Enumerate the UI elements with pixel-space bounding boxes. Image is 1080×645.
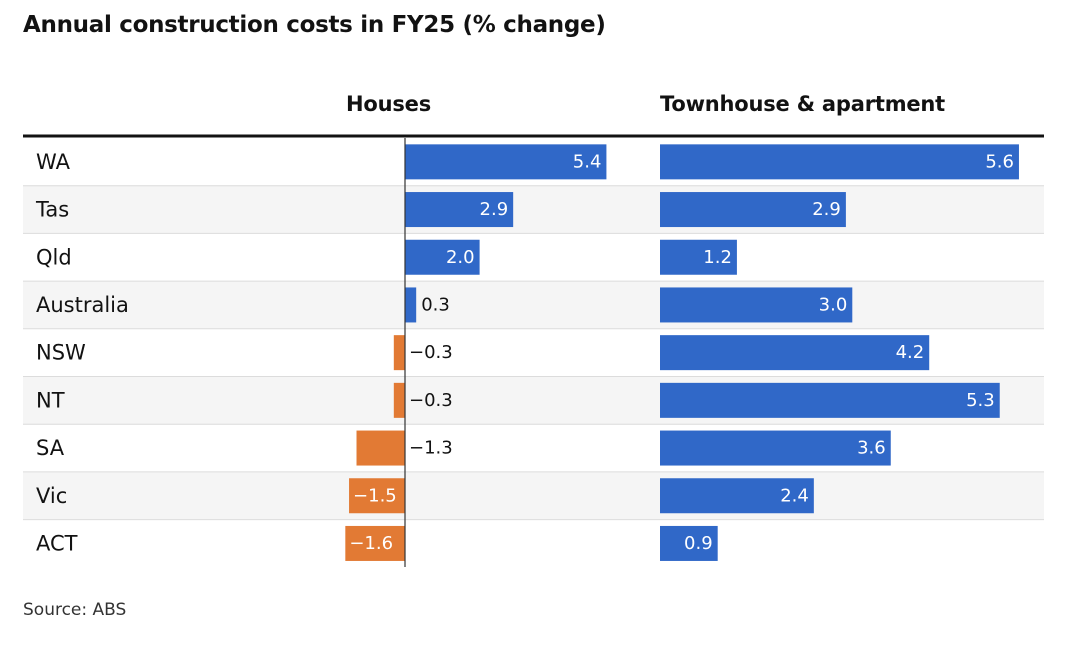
houses-column-heading: Houses — [346, 92, 431, 116]
townhouse-bar-tas — [660, 192, 846, 228]
row-label-tas: Tas — [35, 198, 69, 222]
houses-bar-tas — [405, 192, 514, 228]
townhouse-value-label: 1.2 — [703, 247, 732, 268]
houses-bar-wa — [405, 144, 607, 180]
townhouse-value-label: 5.3 — [966, 390, 995, 411]
houses-value-label: −0.3 — [409, 390, 453, 411]
houses-value-label: 2.0 — [446, 247, 475, 268]
houses-value-label: 2.9 — [480, 199, 509, 220]
row-label-act: ACT — [36, 531, 78, 555]
townhouse-bar-nt — [660, 382, 1000, 418]
row-label-nsw: NSW — [36, 341, 86, 365]
houses-value-label: −1.3 — [409, 438, 453, 459]
houses-value-label: −1.5 — [353, 485, 397, 506]
townhouse-bar-vic — [660, 478, 814, 514]
source-note: Source: ABS — [23, 600, 127, 620]
townhouse-value-label: 3.6 — [857, 438, 886, 459]
houses-value-label: −1.6 — [349, 533, 393, 554]
townhouse-bar-act — [660, 525, 718, 561]
row-label-nt: NT — [36, 388, 65, 412]
townhouse-value-label: 0.9 — [684, 533, 713, 554]
houses-value-label: 5.4 — [573, 151, 602, 172]
townhouse-bar-wa — [660, 144, 1019, 180]
row-label-qld: Qld — [36, 245, 72, 269]
row-label-wa: WA — [36, 150, 71, 174]
townhouse-bar-australia — [660, 287, 853, 323]
houses-bar-act — [345, 525, 405, 561]
houses-bar-nsw — [393, 335, 405, 371]
houses-bar-australia — [405, 287, 417, 323]
houses-value-label: −0.3 — [409, 342, 453, 363]
townhouse-bar-sa — [660, 430, 891, 466]
houses-value-label: 0.3 — [421, 294, 450, 315]
townhouse-value-label: 5.6 — [985, 151, 1014, 172]
row-label-sa: SA — [36, 436, 65, 460]
chart-title: Annual construction costs in FY25 (% cha… — [23, 12, 606, 38]
townhouse-bar-nsw — [660, 335, 930, 371]
houses-bar-vic — [349, 478, 405, 514]
houses-bar-sa — [356, 430, 405, 466]
houses-bar-qld — [405, 239, 480, 275]
townhouse-value-label: 4.2 — [896, 342, 925, 363]
townhouse-value-label: 2.4 — [780, 485, 809, 506]
row-background — [23, 185, 1044, 234]
townhouse-value-label: 3.0 — [819, 294, 848, 315]
row-label-australia: Australia — [36, 293, 129, 317]
row-background — [23, 281, 1044, 329]
houses-bar-nt — [393, 382, 405, 418]
townhouse-bar-qld — [660, 239, 737, 275]
townhouse-column-heading: Townhouse & apartment — [660, 92, 946, 116]
row-background — [23, 471, 1044, 520]
townhouse-value-label: 2.9 — [812, 199, 841, 220]
row-label-vic: Vic — [36, 484, 67, 508]
